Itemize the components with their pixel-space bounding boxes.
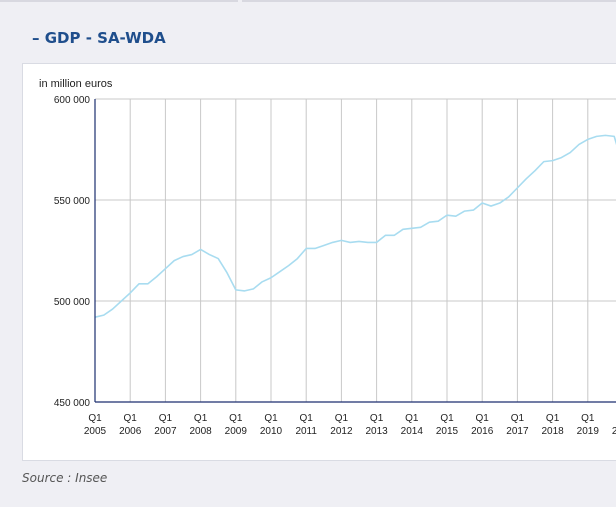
x-tick-label-quarter: Q1 [88,413,102,424]
x-tick-label-quarter: Q1 [546,413,560,424]
top-divider [0,0,616,2]
x-tick-label-year: 2005 [84,426,107,437]
x-tick-label-year: 2011 [295,426,317,437]
top-divider-gap [238,0,242,2]
x-tick-label-year: 2014 [401,426,424,437]
x-tick-label-year: 2007 [154,426,177,437]
x-tick-label-year: 2009 [225,426,248,437]
x-tick-label-quarter: Q1 [476,413,490,424]
x-tick-label-year: 2006 [119,426,142,437]
x-tick-label-year: 2013 [365,426,388,437]
x-tick-label-quarter: Q1 [300,413,314,424]
x-tick-label-quarter: Q1 [370,413,384,424]
x-tick-label-quarter: Q1 [405,413,419,424]
source-note: Source : Insee [22,471,108,485]
chart-card: in million euros 450 000 500 000 550 000 60… [22,63,616,461]
x-tick-label-year: 2019 [577,426,600,437]
x-tick-label-quarter: Q1 [229,413,243,424]
x-tick-label-quarter: Q1 [124,413,138,424]
y-axis-label: in million euros [39,78,113,90]
x-tick-label-year: 2008 [189,426,212,437]
gdp-series-line [94,134,616,318]
y-tick-label: 600 000 [54,95,91,106]
x-tick-label-quarter: Q1 [511,413,525,424]
x-tick-label-quarter: Q1 [194,413,208,424]
x-tick-label-quarter: Q1 [335,413,349,424]
grid-lines [95,98,616,403]
gdp-line-chart: in million euros 450 000 500 000 550 000 60… [39,78,616,437]
x-tick-label-quarter: Q1 [581,413,595,424]
x-tick-label-year: 2020 [612,426,616,437]
x-tick-label-year: 2010 [260,426,283,437]
axes [94,99,616,403]
y-tick-label: 500 000 [54,297,91,308]
y-tick-label: 450 000 [54,398,91,409]
x-tick-label-year: 2017 [506,426,529,437]
x-tick-label-quarter: Q1 [159,413,173,424]
x-tick-label-quarter: Q1 [264,413,278,424]
x-tick-label-year: 2016 [471,426,494,437]
tick-labels: 450 000 500 000 550 000 600 000 Q1 2005 Q1 2006… [54,95,616,437]
x-tick-label-quarter: Q1 [440,413,454,424]
chart-heading: – GDP - SA-WDA [32,29,166,47]
x-tick-label-year: 2015 [436,426,459,437]
y-tick-label: 550 000 [54,196,91,207]
x-tick-label-year: 2018 [541,426,564,437]
x-tick-label-year: 2012 [330,426,353,437]
series-lines [94,134,616,318]
